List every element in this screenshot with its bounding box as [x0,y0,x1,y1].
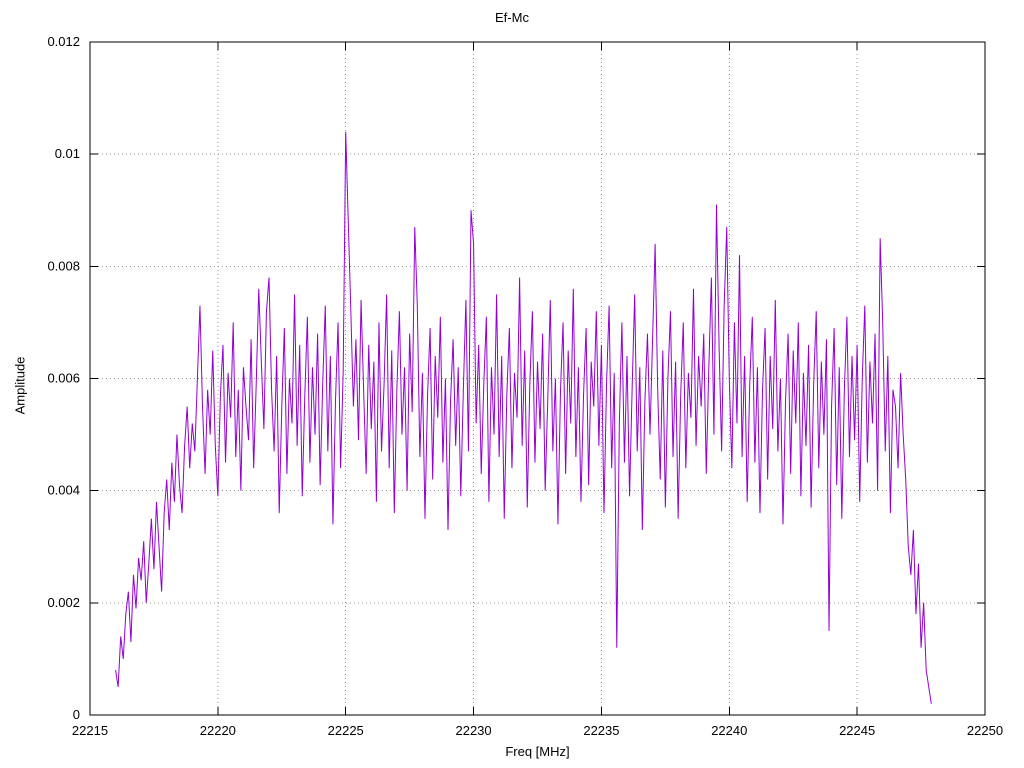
y-tick-label: 0.008 [47,258,80,273]
chart-title: Ef-Mc [495,10,529,25]
x-tick-label: 22235 [583,723,619,738]
plot-border [89,41,986,716]
y-tick-label: 0.01 [55,146,80,161]
x-tick-label: 22225 [328,723,364,738]
x-tick-label: 22250 [967,723,1003,738]
y-tick-label: 0.002 [47,595,80,610]
series-line [115,131,932,704]
x-tick-label: 22220 [200,723,236,738]
x-tick-label: 22215 [72,723,108,738]
y-tick-label: 0 [73,707,80,722]
y-tick-label: 0.006 [47,371,80,386]
x-tick-label: 22245 [839,723,875,738]
x-axis-label: Freq [MHz] [505,744,570,759]
y-tick-label: 0.004 [47,483,80,498]
x-tick-label: 22230 [455,723,491,738]
x-tick-label: 22240 [711,723,747,738]
y-tick-label: 0.012 [47,34,80,49]
